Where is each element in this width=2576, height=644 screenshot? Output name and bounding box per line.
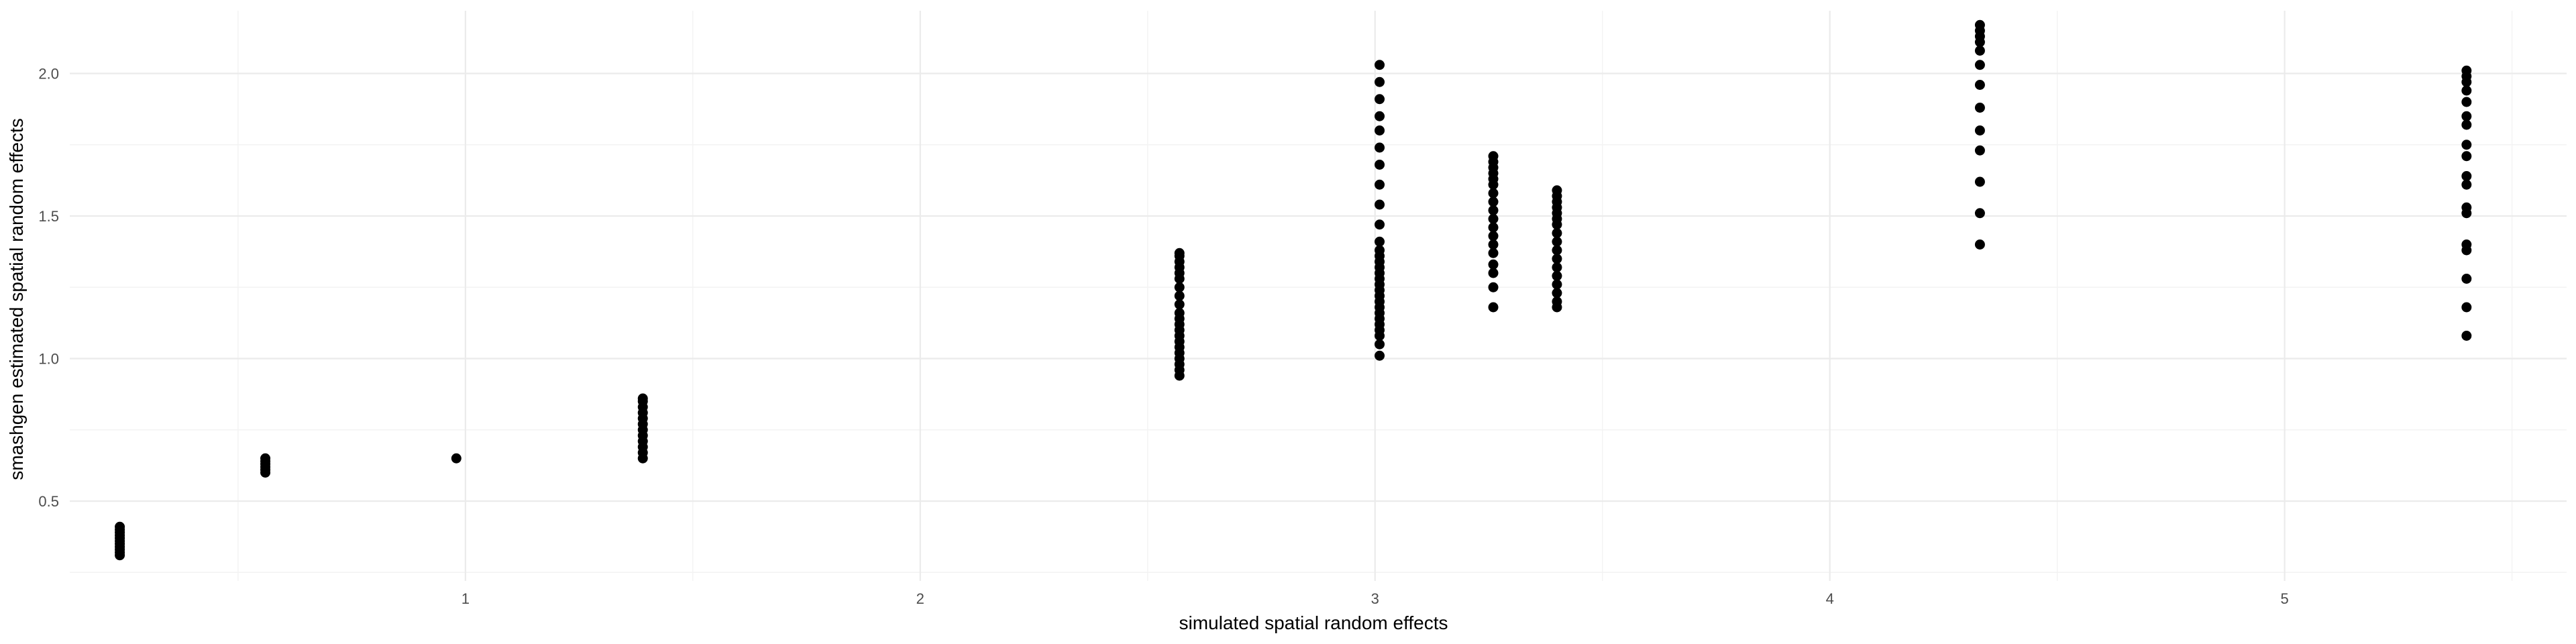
data-point xyxy=(1375,236,1385,247)
data-point xyxy=(2461,171,2472,181)
data-point xyxy=(2461,65,2472,76)
data-point xyxy=(1974,125,1985,136)
data-point xyxy=(1375,245,1385,256)
data-point xyxy=(1174,308,1185,318)
x-tick-labels: 1 2 3 4 5 xyxy=(462,590,2289,607)
data-point xyxy=(1488,268,1499,278)
data-point xyxy=(2461,302,2472,313)
data-point xyxy=(1974,145,1985,156)
x-tick-label: 5 xyxy=(2281,590,2289,607)
y-tick-label: 1.0 xyxy=(38,351,59,368)
data-point xyxy=(637,393,648,404)
data-point xyxy=(1552,185,1562,196)
data-point xyxy=(2461,111,2472,121)
y-tick-label: 0.5 xyxy=(38,493,59,510)
data-point xyxy=(1375,142,1385,153)
data-point xyxy=(1974,103,1985,113)
data-point xyxy=(115,521,125,532)
data-point xyxy=(2461,331,2472,341)
data-point xyxy=(1375,350,1385,361)
data-point xyxy=(2461,119,2472,130)
data-point xyxy=(1488,239,1499,250)
data-point xyxy=(1488,302,1499,313)
data-points xyxy=(115,19,2472,561)
minor-gridlines xyxy=(70,11,2567,581)
data-point xyxy=(2461,140,2472,150)
data-point xyxy=(1974,208,1985,219)
data-point xyxy=(1174,290,1185,301)
data-point xyxy=(1375,199,1385,210)
y-axis-title: smashgen estimated spatial random effect… xyxy=(6,118,27,480)
data-point xyxy=(1488,222,1499,233)
x-tick-label: 1 xyxy=(462,590,470,607)
data-point xyxy=(2461,239,2472,250)
data-point xyxy=(1375,160,1385,170)
data-point xyxy=(1375,94,1385,105)
data-point xyxy=(1974,60,1985,70)
data-point xyxy=(1375,111,1385,121)
data-point xyxy=(2461,85,2472,96)
data-point xyxy=(1552,228,1562,238)
data-point xyxy=(1552,279,1562,290)
x-axis-title: simulated spatial random effects xyxy=(1179,612,1448,633)
y-tick-label: 2.0 xyxy=(38,66,59,83)
data-point xyxy=(1974,239,1985,250)
data-point xyxy=(1552,270,1562,281)
data-point xyxy=(1488,248,1499,258)
data-point xyxy=(1488,259,1499,270)
data-point xyxy=(1488,188,1499,199)
data-point xyxy=(1552,262,1562,272)
data-point xyxy=(1974,46,1985,56)
data-point xyxy=(1552,297,1562,307)
data-point xyxy=(2461,274,2472,284)
data-point xyxy=(2461,202,2472,213)
data-point xyxy=(2461,97,2472,107)
x-tick-label: 4 xyxy=(1826,590,1834,607)
data-point xyxy=(1375,125,1385,136)
x-tick-label: 3 xyxy=(1371,590,1379,607)
data-point xyxy=(1552,254,1562,264)
data-point xyxy=(1974,80,1985,90)
data-point xyxy=(1552,245,1562,256)
x-tick-label: 2 xyxy=(916,590,924,607)
major-gridlines xyxy=(70,11,2567,581)
data-point xyxy=(1488,205,1499,215)
data-point xyxy=(1375,179,1385,190)
data-point xyxy=(1488,213,1499,224)
data-point xyxy=(1552,288,1562,299)
data-point xyxy=(1375,219,1385,230)
data-point xyxy=(2461,151,2472,162)
data-point xyxy=(1375,60,1385,70)
data-point xyxy=(260,453,271,464)
y-tick-labels: 0.5 1.0 1.5 2.0 xyxy=(38,66,59,511)
data-point xyxy=(2461,179,2472,190)
data-point xyxy=(1488,197,1499,207)
data-point xyxy=(1174,282,1185,292)
data-point xyxy=(1174,248,1185,258)
data-point xyxy=(1488,151,1499,162)
data-point xyxy=(451,453,462,464)
data-point xyxy=(1974,19,1985,30)
data-point xyxy=(1174,299,1185,310)
data-point xyxy=(1488,231,1499,241)
y-tick-label: 1.5 xyxy=(38,208,59,225)
data-point xyxy=(1552,236,1562,247)
data-point xyxy=(1375,76,1385,87)
data-point xyxy=(1488,282,1499,292)
data-point xyxy=(1974,176,1985,187)
data-point xyxy=(1375,339,1385,350)
